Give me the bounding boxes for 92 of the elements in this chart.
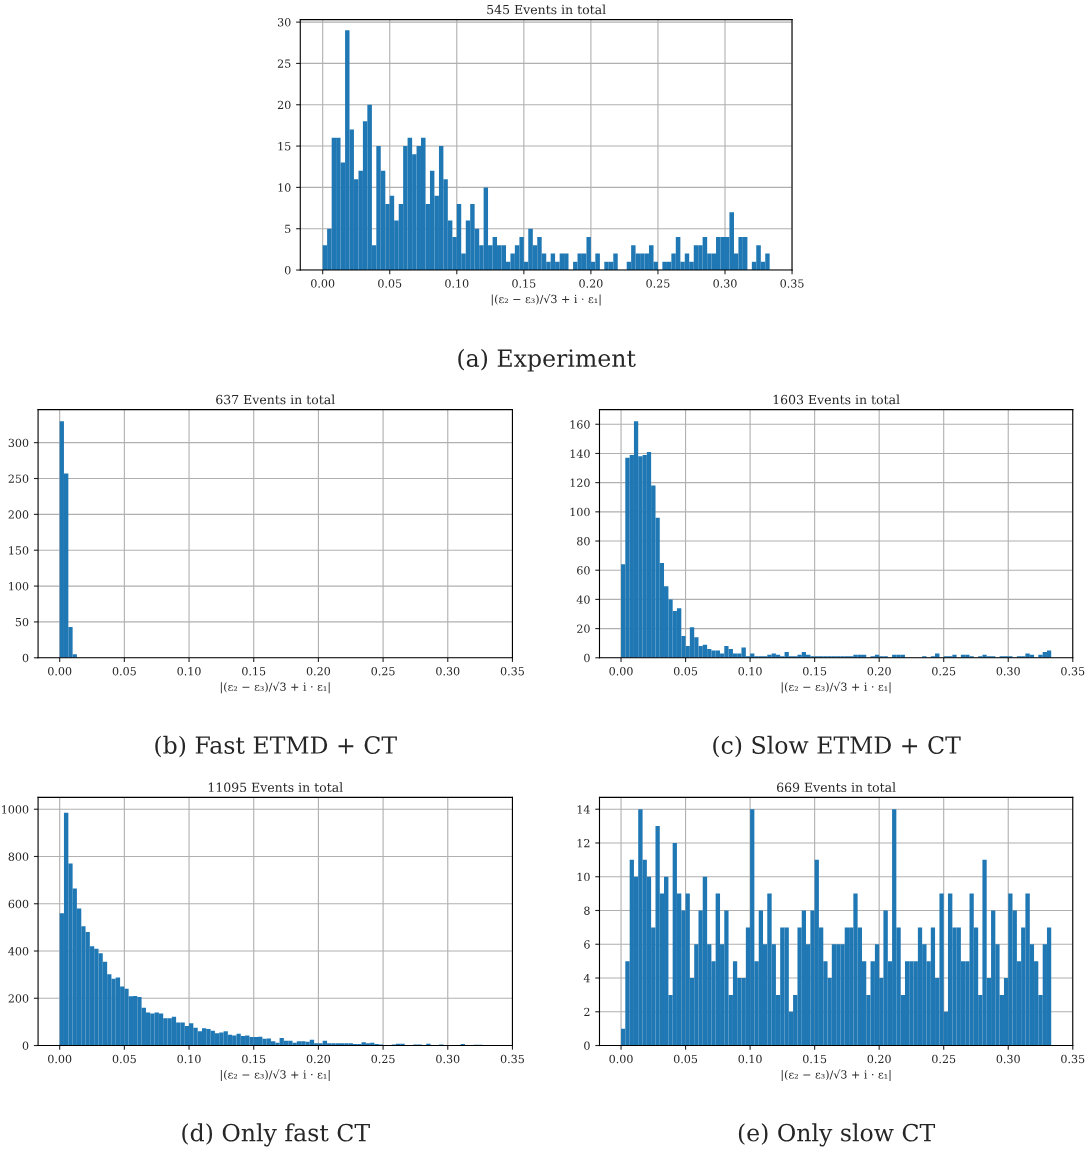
y-tick-label: 100 xyxy=(9,582,29,591)
x-tick-label: 0.00 xyxy=(609,1054,633,1064)
y-tick-label: 0 xyxy=(22,653,29,663)
chart-title: 11095 Events in total xyxy=(208,782,343,793)
y-tick-label: 160 xyxy=(570,420,590,429)
x-tick-label: 0.30 xyxy=(713,279,737,288)
y-tick-label: 250 xyxy=(8,474,29,483)
x-tick-label: 0.20 xyxy=(306,1054,331,1064)
y-tick-label: 120 xyxy=(570,478,590,488)
x-tick-label: 0.25 xyxy=(371,1054,395,1064)
y-tick-label: 80 xyxy=(577,537,590,546)
x-tick-label: 0.05 xyxy=(112,1054,136,1064)
x-tick-label: 0.20 xyxy=(306,667,331,676)
text: (c) Slow ETMD + CT xyxy=(713,735,961,758)
text: (d) Only fast CT xyxy=(182,1123,370,1147)
x-tick-label: 0.05 xyxy=(378,279,402,288)
y-tick-label: 200 xyxy=(8,994,29,1003)
y-tick-label: 140 xyxy=(570,449,590,458)
y-tick-label: 12 xyxy=(577,838,590,848)
y-tick-label: 8 xyxy=(584,906,590,915)
y-tick-label: 15 xyxy=(278,142,291,151)
y-tick-label: 800 xyxy=(8,852,29,861)
y-tick-label: 50 xyxy=(15,617,29,627)
y-tick-label: 5 xyxy=(285,224,291,234)
text: (a) Experiment xyxy=(458,348,636,372)
x-tick-label: 0.20 xyxy=(867,1054,891,1064)
y-tick-label: 4 xyxy=(583,973,590,983)
x-tick-label: 0.10 xyxy=(738,1054,762,1064)
y-tick-label: 600 xyxy=(8,899,29,909)
x-tick-label: 0.20 xyxy=(867,667,891,676)
chart-title: 637 Events in total xyxy=(216,394,335,405)
chart-title: 1603 Events in total xyxy=(773,394,900,405)
x-axis-title: |(ε₂ − ε₃)/√3 + i · ε₁| xyxy=(781,681,891,694)
x-tick-label: 0.35 xyxy=(500,1054,524,1064)
y-tick-label: 20 xyxy=(577,624,590,633)
chart-title: 669 Events in total xyxy=(777,782,896,793)
y-tick-label: 300 xyxy=(8,438,29,448)
y-tick-label: 30 xyxy=(277,18,291,27)
y-tick-label: 14 xyxy=(577,805,590,814)
x-tick-label: 0.30 xyxy=(996,1054,1020,1064)
x-tick-label: 0.00 xyxy=(609,667,633,676)
y-tick-label: 0 xyxy=(584,653,590,663)
y-tick-label: 10 xyxy=(577,872,590,882)
x-tick-label: 0.30 xyxy=(436,667,460,676)
x-tick-label: 0.10 xyxy=(445,279,469,288)
y-tick-label: 200 xyxy=(8,510,29,519)
x-tick-label: 0.15 xyxy=(242,667,266,676)
x-tick-label: 0.05 xyxy=(673,1054,698,1064)
x-axis-title: |(ε₂ − ε₃)/√3 + i · ε₁| xyxy=(781,1069,891,1082)
x-tick-label: 0.35 xyxy=(1061,667,1085,676)
y-tick-label: 2 xyxy=(584,1007,590,1016)
x-tick-label: 0.15 xyxy=(512,279,536,288)
x-tick-label: 0.25 xyxy=(932,1054,956,1064)
y-tick-label: 0 xyxy=(284,266,291,275)
y-tick-label: 100 xyxy=(570,507,590,517)
x-tick-label: 0.20 xyxy=(579,279,603,288)
x-tick-label: 0.25 xyxy=(932,667,956,676)
x-tick-label: 0.05 xyxy=(112,667,136,676)
text: (b) Fast ETMD + CT xyxy=(155,735,397,758)
y-tick-label: 150 xyxy=(9,546,29,555)
x-axis-title: |(ε₂ − ε₃)/√3 + i · ε₁| xyxy=(491,293,601,306)
y-tick-label: 60 xyxy=(577,566,590,575)
y-tick-label: 20 xyxy=(277,100,291,110)
y-tick-label: 25 xyxy=(277,59,291,68)
y-tick-label: 10 xyxy=(278,183,291,192)
x-tick-label: 0.30 xyxy=(436,1054,460,1064)
x-tick-label: 0.10 xyxy=(738,667,762,676)
x-tick-label: 0.30 xyxy=(996,667,1020,676)
x-tick-label: 0.05 xyxy=(673,667,698,676)
text: (e) Only slow CT xyxy=(738,1123,936,1147)
x-axis-title: |(ε₂ − ε₃)/√3 + i · ε₁| xyxy=(220,1069,330,1082)
y-tick-label: 1000 xyxy=(2,805,29,814)
x-tick-label: 0.15 xyxy=(803,1054,827,1064)
y-tick-label: 0 xyxy=(584,1041,590,1050)
x-tick-label: 0.35 xyxy=(1061,1054,1085,1064)
x-tick-label: 0.00 xyxy=(48,1054,72,1064)
x-tick-label: 0.25 xyxy=(646,279,670,288)
x-tick-label: 0.10 xyxy=(177,1054,201,1064)
x-tick-label: 0.15 xyxy=(242,1054,266,1064)
y-tick-label: 400 xyxy=(8,946,29,956)
x-tick-label: 0.00 xyxy=(48,667,72,676)
y-tick-label: 0 xyxy=(22,1041,29,1050)
x-tick-label: 0.35 xyxy=(500,667,524,676)
x-tick-label: 0.35 xyxy=(780,279,804,288)
x-axis-title: |(ε₂ − ε₃)/√3 + i · ε₁| xyxy=(220,681,330,694)
x-tick-label: 0.10 xyxy=(177,667,201,676)
y-tick-label: 6 xyxy=(584,940,590,949)
y-tick-label: 40 xyxy=(576,595,590,604)
x-tick-label: 0.25 xyxy=(371,667,395,676)
x-tick-label: 0.00 xyxy=(311,279,335,288)
chart-title: 545 Events in total xyxy=(487,4,606,15)
x-tick-label: 0.15 xyxy=(803,667,827,676)
